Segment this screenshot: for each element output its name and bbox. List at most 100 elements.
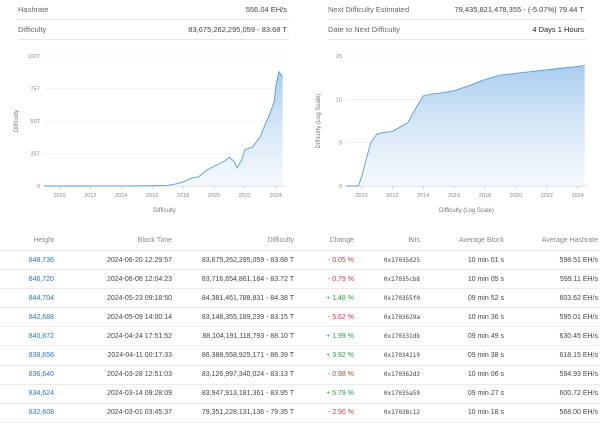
average-hashrate-value: 600.72 EH/s xyxy=(559,390,598,398)
difficulty-value: 83,716,654,861,184 - 83.72 T xyxy=(201,275,294,283)
average-block-value: 10 min 05 s xyxy=(467,275,504,283)
block-height-link[interactable]: 834,624 xyxy=(28,390,54,398)
block-height-link[interactable]: 838,656 xyxy=(28,352,54,360)
difficulty-value: 83,126,997,340,024 - 83.13 T xyxy=(201,371,294,379)
bits-value: 0x1703629a xyxy=(383,313,420,321)
next-difficulty-value: 79,435,821,478,355 - (-5.07%) 79.44 T xyxy=(454,5,584,14)
difficulty-log-chart: 0 5 10 15 2010 2012 2014 2016 2018 2020 2022 2024 Di… xyxy=(310,48,595,220)
difficulty-label: Difficulty xyxy=(18,25,47,34)
table-row: 834,624 2024-03-14 09:28:09 83,947,913,181… xyxy=(0,385,600,404)
average-hashrate-value: 599.11 EH/s xyxy=(559,275,598,283)
x-tick-label: 2016 xyxy=(448,193,460,199)
block-time: 2024-03-28 12:51:03 xyxy=(107,371,172,379)
table-row: 838,656 2024-04-11 00:17:33 86,388,558,925… xyxy=(0,346,600,366)
change-value: + 1.99 % xyxy=(326,332,354,340)
block-height-link[interactable]: 844,704 xyxy=(28,294,54,302)
hashrate-row: Hashrate 556.04 EH/s xyxy=(18,0,289,20)
block-time: 2024-03-14 09:28:09 xyxy=(107,390,172,398)
block-height-link[interactable]: 848,736 xyxy=(28,256,54,264)
series-line xyxy=(44,70,284,187)
x-tick-label: 2010 xyxy=(355,193,367,199)
average-hashrate-value: 618.15 EH/s xyxy=(559,352,598,360)
series-area xyxy=(44,71,283,186)
series-line xyxy=(346,65,585,187)
network-stats: Hashrate 556.04 EH/s Difficulty 83,675,2… xyxy=(0,0,600,44)
x-tick-label: 2012 xyxy=(84,193,96,199)
bits-value: 0x17038c12 xyxy=(383,409,420,417)
table-row: 844,704 2024-05-23 09:18:50 84,381,461,788… xyxy=(0,289,600,309)
next-date-row: Date to Next Difficulty 4 Days 1 Hours xyxy=(328,20,586,40)
table-body: 848,736 2024-06-20 12:29:57 83,675,262,295… xyxy=(0,251,600,423)
block-time: 2024-06-20 12:29:57 xyxy=(107,256,172,264)
x-tick-label: 2020 xyxy=(510,193,522,199)
table-row: 840,672 2024-04-24 17:51:52 88,104,191,118… xyxy=(0,327,600,347)
table-row: 846,720 2024-06-06 12:04:23 83,716,654,861… xyxy=(0,270,600,290)
y-tick-label: 75T xyxy=(31,87,41,93)
change-value: - 2.90 % xyxy=(327,409,354,417)
block-height-link[interactable]: 836,640 xyxy=(28,371,54,379)
difficulty-value: 83,675,262,295,059 - 83.68 T xyxy=(188,25,287,34)
block-height-link[interactable]: 842,688 xyxy=(28,313,54,321)
difficulty-value: 83,148,355,189,239 - 83.15 T xyxy=(201,313,294,321)
y-tick-label: 100T xyxy=(27,54,40,60)
y-tick-label: 50T xyxy=(31,119,41,125)
header-height: Height xyxy=(33,237,54,244)
bits-value: 0x17035a59 xyxy=(383,390,420,398)
average-block-value: 10 min 36 s xyxy=(467,313,504,321)
x-tick-label: 2018 xyxy=(177,193,189,199)
header-average-hashrate: Average Hashrate xyxy=(541,237,598,244)
block-time: 2024-04-24 17:51:52 xyxy=(107,332,172,340)
bits-value: 0x17035d25 xyxy=(383,256,420,264)
difficulty-chart-svg: 0 25T 50T 75T 100T 2010 2012 2014 2016 2018 2020 20… xyxy=(14,54,285,214)
next-date-value: 4 Days 1 Hours xyxy=(532,25,584,34)
block-time: 2024-04-11 00:17:33 xyxy=(107,352,172,360)
bits-value: 0x17035cb8 xyxy=(383,275,420,283)
x-tick-label: 2014 xyxy=(417,193,429,199)
table-header: Height Block Time Difficulty Change Bits… xyxy=(0,231,600,251)
series-area xyxy=(346,65,585,186)
x-tick-label: 2022 xyxy=(239,193,251,199)
difficulty-row: Difficulty 83,675,262,295,059 - 83.68 T xyxy=(18,20,289,40)
difficulty-value: 79,351,228,131,136 - 79.35 T xyxy=(201,409,294,417)
average-block-value: 10 min 06 s xyxy=(467,371,504,379)
average-block-value: 09 min 49 s xyxy=(467,332,504,340)
next-date-label: Date to Next Difficulty xyxy=(328,25,400,34)
header-difficulty: Difficulty xyxy=(267,237,294,244)
bits-value: 0x170331db xyxy=(383,332,420,340)
average-hashrate-value: 598.51 EH/s xyxy=(559,256,598,264)
table-row: 832,608 2024-03-01 03:45:37 79,351,228,131… xyxy=(0,404,600,423)
x-tick-label: 2016 xyxy=(146,193,158,199)
table-row: 848,736 2024-06-20 12:29:57 83,675,262,295… xyxy=(0,251,600,271)
average-block-value: 09 min 38 s xyxy=(467,352,504,360)
block-height-link[interactable]: 840,672 xyxy=(28,332,54,340)
x-tick-label: 2020 xyxy=(208,193,220,199)
bits-value: 0x17034219 xyxy=(383,352,420,360)
difficulty-history-table: Height Block Time Difficulty Change Bits… xyxy=(0,231,600,423)
block-height-link[interactable]: 846,720 xyxy=(28,275,54,283)
average-block-value: 09 min 27 s xyxy=(467,390,504,398)
x-axis-title: Difficulty xyxy=(153,208,176,214)
x-tick-label: 2014 xyxy=(115,193,127,199)
difficulty-chart: 0 25T 50T 75T 100T 2010 2012 2014 2016 2018 2020 20… xyxy=(8,48,293,220)
average-hashrate-value: 603.62 EH/s xyxy=(559,294,598,302)
header-bits: Bits xyxy=(408,237,420,244)
average-block-value: 10 min 18 s xyxy=(467,409,504,417)
bits-value: 0x170355f0 xyxy=(383,294,420,302)
change-value: - 5.62 % xyxy=(327,313,354,321)
x-tick-label: 2012 xyxy=(386,193,398,199)
x-tick-label: 2024 xyxy=(270,193,282,199)
header-block-time: Block Time xyxy=(137,237,172,244)
difficulty-value: 88,104,191,118,793 - 88.10 T xyxy=(202,332,294,340)
block-height-link[interactable]: 832,608 xyxy=(28,409,54,417)
block-time: 2024-03-01 03:45:37 xyxy=(107,409,172,417)
average-block-value: 09 min 52 s xyxy=(467,294,504,302)
y-tick-label: 5 xyxy=(339,141,342,147)
difficulty-log-chart-svg: 0 5 10 15 2010 2012 2014 2016 2018 2020 2022 2024 Di… xyxy=(316,54,587,214)
block-time: 2024-06-06 12:04:23 xyxy=(107,275,172,283)
block-time: 2024-05-23 09:18:50 xyxy=(107,294,172,302)
change-value: - 0.79 % xyxy=(327,275,354,283)
average-block-value: 10 min 01 s xyxy=(467,256,504,264)
x-tick-label: 2018 xyxy=(479,193,491,199)
change-value: + 5.79 % xyxy=(326,390,354,398)
header-average-block: Average Block xyxy=(458,237,504,244)
